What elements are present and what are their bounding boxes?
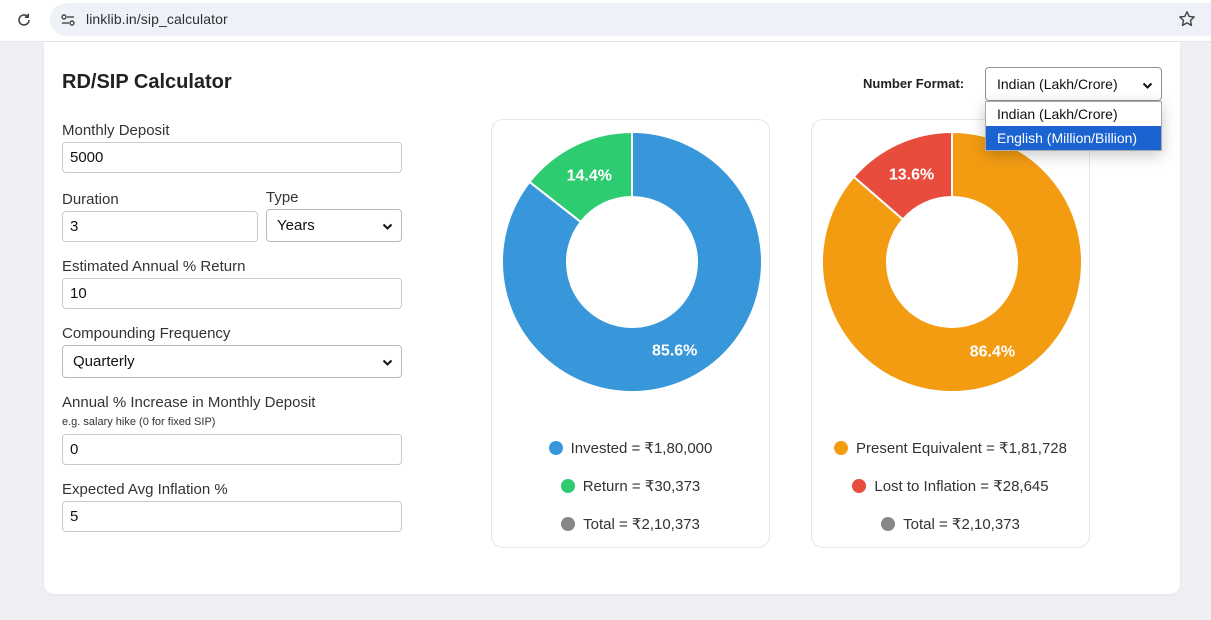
duration-input[interactable]: 3 xyxy=(62,211,258,242)
legend-text: Present Equivalent = ₹1,81,728 xyxy=(856,440,1067,457)
legend-dot-red xyxy=(852,479,867,493)
reload-icon[interactable] xyxy=(14,10,34,30)
legend-item-lost-to-inflation: Lost to Inflation = ₹28,645 xyxy=(812,477,1089,495)
legend-item-return: Return = ₹30,373 xyxy=(492,477,769,495)
legend-item-total: Total = ₹2,10,373 xyxy=(492,515,769,533)
address-bar[interactable]: linklib.in/sip_calculator xyxy=(50,3,1211,36)
site-settings-icon[interactable] xyxy=(58,10,78,30)
legend-dot-grey xyxy=(561,517,576,531)
number-format-label: Number Format: xyxy=(863,76,965,91)
slice-percentage-label: 86.4% xyxy=(970,344,1015,361)
compounding-select-value: Quarterly xyxy=(73,353,135,370)
legend-text: Total = ₹2,10,373 xyxy=(903,516,1020,533)
number-format-value: Indian (Lakh/Crore) xyxy=(997,76,1118,92)
chevron-down-icon xyxy=(1142,82,1153,89)
donut-slice-return xyxy=(528,130,633,224)
donut-slice-present-equivalent xyxy=(821,130,1083,393)
inflation-input[interactable]: 5 xyxy=(62,501,402,532)
inflation-label: Expected Avg Inflation % xyxy=(62,481,228,498)
legend-text: Lost to Inflation = ₹28,645 xyxy=(874,478,1049,495)
dropdown-option-english[interactable]: English (Million/Billion) xyxy=(986,126,1161,150)
invested-return-donut-chart: 85.6% 14.4% xyxy=(501,130,763,393)
investment-chart-panel: 85.6% 14.4% Invested = ₹1,80,000 Return =… xyxy=(491,119,770,548)
number-format-dropdown[interactable]: Indian (Lakh/Crore) English (Million/Bil… xyxy=(985,101,1162,151)
inflation-donut-chart: 86.4% 13.6% xyxy=(821,130,1083,393)
annual-return-label: Estimated Annual % Return xyxy=(62,258,246,275)
monthly-deposit-input[interactable]: 5000 xyxy=(62,142,402,173)
type-select-value: Years xyxy=(277,217,315,234)
dropdown-option-indian[interactable]: Indian (Lakh/Crore) xyxy=(997,106,1118,122)
legend-dot-blue xyxy=(548,441,563,455)
legend-item-total: Total = ₹2,10,373 xyxy=(812,515,1089,533)
legend-dot-green xyxy=(560,479,575,493)
bookmark-star-icon[interactable] xyxy=(1177,9,1197,29)
slice-percentage-label: 85.6% xyxy=(652,343,697,360)
legend-item-present-equivalent: Present Equivalent = ₹1,81,728 xyxy=(812,439,1089,457)
inflation-chart-panel: 86.4% 13.6% Present Equivalent = ₹1,81,72… xyxy=(811,119,1090,548)
url-text[interactable]: linklib.in/sip_calculator xyxy=(86,11,228,27)
slice-percentage-label: 13.6% xyxy=(889,166,934,183)
monthly-deposit-label: Monthly Deposit xyxy=(62,122,170,139)
legend-item-invested: Invested = ₹1,80,000 xyxy=(492,439,769,457)
compounding-label: Compounding Frequency xyxy=(62,325,231,342)
annual-increase-input[interactable]: 0 xyxy=(62,434,402,465)
legend-dot-orange xyxy=(834,441,849,455)
number-format-select[interactable]: Indian (Lakh/Crore) xyxy=(985,67,1162,101)
annual-increase-hint: e.g. salary hike (0 for fixed SIP) xyxy=(62,416,216,428)
chevron-down-icon xyxy=(382,223,393,230)
annual-increase-label: Annual % Increase in Monthly Deposit xyxy=(62,394,316,411)
annual-return-input[interactable]: 10 xyxy=(62,278,402,309)
slice-percentage-label: 14.4% xyxy=(567,167,612,184)
chevron-down-icon xyxy=(382,359,393,366)
type-select[interactable]: Years xyxy=(266,209,402,242)
legend-dot-grey xyxy=(881,517,896,531)
page-title: RD/SIP Calculator xyxy=(62,71,232,93)
legend-text: Invested = ₹1,80,000 xyxy=(570,440,713,457)
donut-slice-lost-to-inflation xyxy=(852,130,953,221)
duration-label: Duration xyxy=(62,191,119,208)
type-label: Type xyxy=(266,189,299,206)
compounding-select[interactable]: Quarterly xyxy=(62,345,402,378)
donut-slice-invested xyxy=(501,130,763,393)
legend-text: Total = ₹2,10,373 xyxy=(583,516,700,533)
browser-toolbar: linklib.in/sip_calculator xyxy=(0,0,1211,42)
legend-text: Return = ₹30,373 xyxy=(582,478,701,495)
